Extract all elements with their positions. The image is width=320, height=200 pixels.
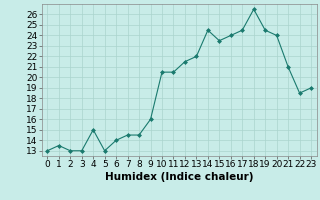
X-axis label: Humidex (Indice chaleur): Humidex (Indice chaleur) — [105, 172, 253, 182]
